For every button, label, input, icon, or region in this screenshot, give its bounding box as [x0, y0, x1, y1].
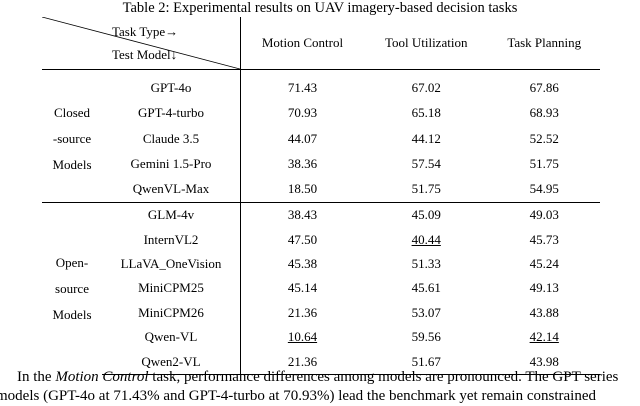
- motion-value: 18.50: [287, 181, 318, 197]
- tool-value: 67.02: [411, 80, 441, 96]
- motion-value: 21.36: [287, 304, 318, 320]
- plan-value: 42.14: [529, 329, 559, 345]
- table-row: Gemini 1.5-Pro 38.36 57.54 51.75: [42, 151, 600, 177]
- column-header-task-planning: Task Planning: [488, 17, 600, 70]
- body-paragraph: In the Motion Control task, performance …: [0, 368, 640, 406]
- model-name: Gemini 1.5-Pro: [102, 151, 241, 177]
- plan-value: 51.75: [529, 156, 559, 172]
- motion-value: 70.93: [287, 105, 318, 121]
- group-label-closed-source: Closed -source Models: [52, 104, 92, 172]
- task-type-label: Task Type→: [112, 24, 179, 39]
- model-name: LLaVA_OneVision: [102, 251, 241, 277]
- plan-value: 54.95: [529, 181, 559, 197]
- tool-value: 51.67: [363, 349, 489, 375]
- tool-value: 57.54: [411, 156, 441, 172]
- emphasis-motion-control: Motion Control: [55, 369, 149, 385]
- motion-value: 38.36: [287, 156, 318, 172]
- plan-value: 45.24: [529, 255, 559, 271]
- model-name: Qwen2-VL: [102, 349, 241, 375]
- plan-value: 49.13: [529, 280, 559, 296]
- tool-value: 45.61: [411, 280, 441, 296]
- model-name: Qwen-VL: [102, 324, 241, 350]
- tool-value: 44.12: [411, 130, 441, 146]
- column-header-motion-control: Motion Control: [240, 17, 364, 70]
- table-row: QwenVL-Max 18.50 51.75 54.95: [42, 176, 600, 203]
- model-name: QwenVL-Max: [102, 176, 241, 203]
- motion-value: 45.38: [287, 255, 318, 271]
- model-name: Claude 3.5: [102, 126, 241, 152]
- model-name: MiniCPM25: [102, 276, 241, 301]
- table-row: InternVL2 47.50 40.44 45.73: [42, 227, 600, 252]
- plan-value: 45.73: [529, 231, 559, 247]
- model-name: MiniCPM26: [102, 300, 241, 325]
- plan-value: 43.88: [529, 304, 559, 320]
- motion-value: 44.07: [287, 130, 318, 146]
- tool-value: 40.44: [411, 231, 441, 247]
- header-corner: Task Type→ Test Model↓: [42, 17, 241, 70]
- table-row: Open- source Models GLM-4v 38.43 45.09 4…: [42, 201, 600, 375]
- plan-value: 52.52: [529, 130, 559, 146]
- test-model-label: Test Model↓: [112, 47, 178, 62]
- tool-value: 65.18: [411, 105, 441, 121]
- table-row: Qwen-VL 10.64 59.56 42.14: [42, 324, 600, 350]
- plan-value: 49.03: [488, 201, 600, 228]
- table-row: Claude 3.5 44.07 44.12 52.52: [42, 126, 600, 152]
- table-row: LLaVA_OneVision 45.38 51.33 45.24: [42, 251, 600, 277]
- tool-value: 51.33: [411, 255, 441, 271]
- plan-value: 67.86: [529, 80, 559, 96]
- motion-value: 45.14: [287, 280, 318, 296]
- paragraph-line-1: In the Motion Control task, performance …: [17, 369, 619, 385]
- plan-value: 43.98: [488, 349, 600, 375]
- tool-value: 51.75: [411, 181, 441, 197]
- model-name: GLM-4v: [102, 201, 241, 228]
- model-name: GPT-4o: [102, 69, 241, 101]
- motion-value: 10.64: [287, 329, 318, 345]
- model-name: GPT-4-turbo: [102, 100, 241, 127]
- motion-value: 47.50: [287, 231, 318, 247]
- tool-value: 59.56: [411, 329, 441, 345]
- tool-value: 53.07: [411, 304, 441, 320]
- results-table: Task Type→ Test Model↓ Motion Control To…: [42, 17, 600, 375]
- motion-value: 21.36: [240, 349, 364, 375]
- table-row: GPT-4-turbo 70.93 65.18 68.93: [42, 100, 600, 127]
- column-header-tool-utilization: Tool Utilization: [363, 17, 489, 70]
- table-row: Closed -source Models GPT-4o 71.43 67.02…: [42, 69, 600, 172]
- diagonal-divider: [42, 17, 240, 69]
- plan-value: 68.93: [529, 105, 559, 121]
- table-row: Qwen2-VL 21.36 51.67 43.98: [42, 349, 600, 375]
- table-row: MiniCPM25 45.14 45.61 49.13: [42, 276, 600, 301]
- model-name: InternVL2: [102, 227, 241, 252]
- group-label-open-source: Open- source Models: [42, 201, 102, 375]
- motion-value: 71.43: [287, 80, 318, 96]
- tool-value: 45.09: [363, 201, 489, 228]
- motion-value: 38.43: [240, 201, 364, 228]
- table-row: MiniCPM26 21.36 53.07 43.88: [42, 300, 600, 325]
- table-caption: Table 2: Experimental results on UAV ima…: [122, 0, 518, 16]
- paragraph-line-2: models (GPT-4o at 71.43% and GPT-4-turbo…: [0, 388, 596, 404]
